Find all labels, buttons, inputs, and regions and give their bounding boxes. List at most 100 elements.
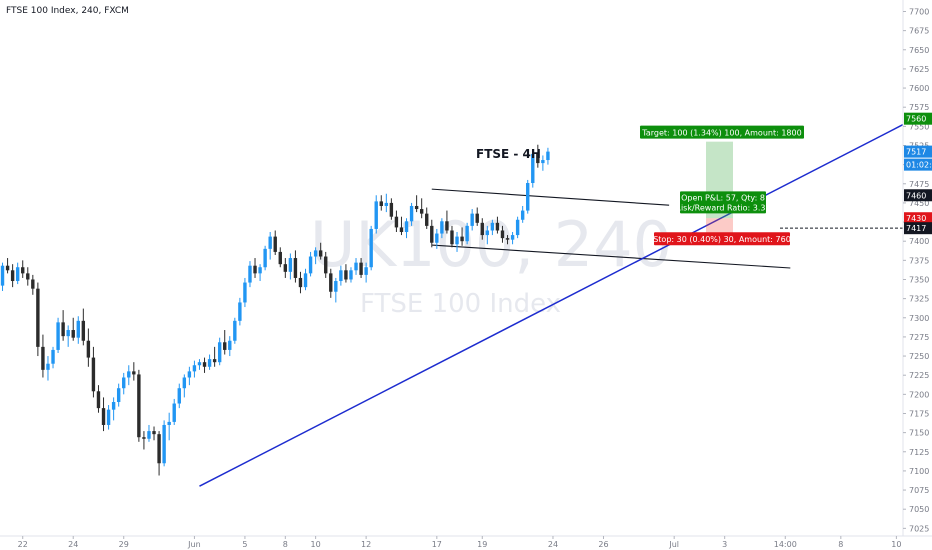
pnl-box[interactable] bbox=[680, 191, 766, 214]
candle-body[interactable] bbox=[76, 320, 80, 338]
candle-body[interactable] bbox=[495, 222, 500, 231]
candle-body[interactable] bbox=[273, 236, 277, 252]
candle-body[interactable] bbox=[515, 219, 520, 236]
candle-body[interactable] bbox=[106, 409, 111, 425]
candle-body[interactable] bbox=[430, 225, 434, 243]
channel-upper-line[interactable] bbox=[431, 188, 670, 206]
candle-body[interactable] bbox=[132, 371, 136, 375]
candle-body[interactable] bbox=[111, 402, 116, 410]
candle-body[interactable] bbox=[182, 377, 187, 389]
candle-body[interactable] bbox=[445, 221, 449, 231]
candle-body[interactable] bbox=[369, 228, 373, 268]
candle-body[interactable] bbox=[101, 408, 106, 425]
candle-body[interactable] bbox=[36, 288, 40, 347]
candle-body[interactable] bbox=[212, 359, 217, 363]
candle-body[interactable] bbox=[531, 153, 535, 184]
candle-body[interactable] bbox=[409, 205, 414, 222]
candle-body[interactable] bbox=[51, 349, 55, 364]
candle-body[interactable] bbox=[197, 362, 202, 366]
candle-body[interactable] bbox=[455, 236, 459, 245]
candle-body[interactable] bbox=[217, 342, 222, 363]
candle-body[interactable] bbox=[510, 235, 515, 240]
candle-body[interactable] bbox=[91, 357, 96, 392]
candle-body[interactable] bbox=[364, 267, 368, 275]
candle-body[interactable] bbox=[313, 250, 318, 257]
candle-body[interactable] bbox=[344, 270, 348, 280]
candle-body[interactable] bbox=[243, 282, 247, 303]
candle-body[interactable] bbox=[5, 265, 10, 271]
candle-body[interactable] bbox=[298, 277, 303, 288]
candle-body[interactable] bbox=[546, 151, 550, 161]
candle-body[interactable] bbox=[379, 201, 383, 206]
candle-body[interactable] bbox=[526, 183, 530, 211]
candle-body[interactable] bbox=[278, 251, 282, 265]
candle-body[interactable] bbox=[26, 273, 30, 280]
candle-body[interactable] bbox=[96, 391, 101, 409]
candle-body[interactable] bbox=[228, 340, 232, 350]
candle-body[interactable] bbox=[268, 236, 272, 249]
candle-body[interactable] bbox=[137, 374, 141, 438]
candle-body[interactable] bbox=[505, 238, 510, 240]
candle-body[interactable] bbox=[490, 222, 495, 231]
candle-body[interactable] bbox=[162, 424, 166, 464]
candle-body[interactable] bbox=[394, 216, 399, 228]
candle-body[interactable] bbox=[248, 265, 252, 283]
candle-body[interactable] bbox=[440, 221, 444, 234]
candle-body[interactable] bbox=[419, 209, 424, 214]
candle-body[interactable] bbox=[465, 225, 469, 242]
candle-body[interactable] bbox=[500, 230, 505, 239]
symbol-title[interactable]: FTSE 100 Index, 240, FXCM bbox=[6, 6, 129, 16]
candle-body[interactable] bbox=[157, 434, 161, 464]
candle-body[interactable] bbox=[46, 363, 50, 370]
candle-body[interactable] bbox=[202, 362, 207, 367]
candle-body[interactable] bbox=[223, 342, 227, 350]
candle-body[interactable] bbox=[329, 273, 333, 292]
candle-body[interactable] bbox=[414, 205, 419, 210]
candle-body[interactable] bbox=[541, 160, 545, 164]
channel-lower-line[interactable] bbox=[431, 244, 791, 269]
chart-annotation-label[interactable]: FTSE - 4H bbox=[476, 147, 541, 161]
candle-body[interactable] bbox=[167, 421, 171, 425]
candle-body[interactable] bbox=[127, 371, 131, 378]
candle-body[interactable] bbox=[66, 330, 70, 337]
candle-body[interactable] bbox=[475, 213, 479, 223]
candle-body[interactable] bbox=[0, 265, 5, 286]
candle-body[interactable] bbox=[192, 365, 197, 372]
candle-body[interactable] bbox=[520, 210, 525, 220]
candle-body[interactable] bbox=[283, 264, 288, 272]
candle-body[interactable] bbox=[31, 279, 35, 289]
candle-body[interactable] bbox=[61, 322, 65, 337]
candle-body[interactable] bbox=[324, 256, 328, 274]
trend-line[interactable] bbox=[199, 123, 904, 487]
candle-body[interactable] bbox=[389, 202, 394, 217]
candle-body[interactable] bbox=[470, 213, 474, 226]
candle-body[interactable] bbox=[359, 262, 363, 275]
candle-body[interactable] bbox=[147, 431, 151, 439]
candle-body[interactable] bbox=[334, 281, 338, 292]
candle-body[interactable] bbox=[404, 221, 409, 233]
candle-body[interactable] bbox=[116, 388, 121, 402]
candle-body[interactable] bbox=[233, 320, 237, 341]
candle-body[interactable] bbox=[187, 371, 192, 378]
price-axis[interactable] bbox=[903, 0, 932, 536]
candle-body[interactable] bbox=[122, 377, 126, 389]
stop-label-box[interactable] bbox=[654, 232, 790, 246]
time-axis[interactable] bbox=[0, 536, 903, 550]
candle-body[interactable] bbox=[480, 222, 484, 236]
candle-body[interactable] bbox=[308, 256, 313, 274]
candle-body[interactable] bbox=[177, 388, 181, 404]
candle-body[interactable] bbox=[288, 258, 293, 272]
candle-body[interactable] bbox=[536, 153, 540, 164]
candle-body[interactable] bbox=[253, 265, 257, 274]
candle-body[interactable] bbox=[15, 267, 20, 282]
target-label-box[interactable] bbox=[640, 125, 804, 139]
candle-body[interactable] bbox=[86, 340, 91, 358]
candle-body[interactable] bbox=[435, 233, 439, 243]
candle-body[interactable] bbox=[71, 330, 75, 338]
candle-body[interactable] bbox=[207, 359, 212, 367]
candle-body[interactable] bbox=[399, 227, 404, 233]
candle-body[interactable] bbox=[460, 236, 464, 242]
candle-body[interactable] bbox=[339, 270, 343, 282]
candle-body[interactable] bbox=[384, 202, 389, 206]
candle-body[interactable] bbox=[10, 270, 15, 282]
